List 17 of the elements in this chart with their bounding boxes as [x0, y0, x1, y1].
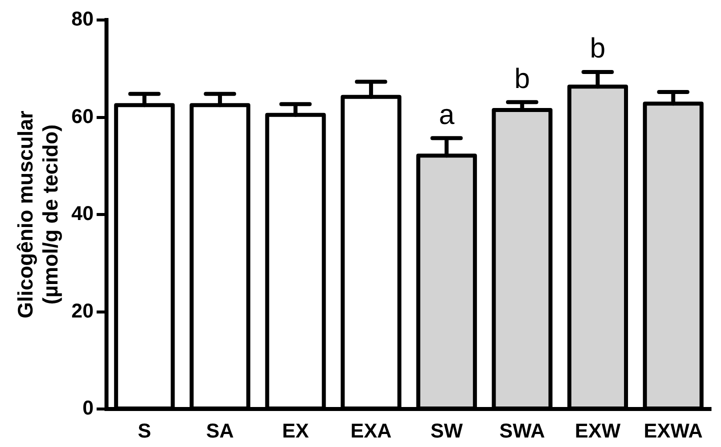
x-tick-label: SWA — [499, 420, 545, 443]
x-tick-label: EXWA — [644, 420, 703, 443]
annotation: b — [514, 62, 530, 94]
y-tick-label: 80 — [71, 8, 94, 31]
y-tick-label: 40 — [71, 203, 94, 226]
annotation: a — [438, 98, 455, 130]
y-tick-label: 20 — [71, 300, 94, 322]
x-tick-label: EXW — [574, 420, 621, 443]
x-tick-label: EXA — [350, 420, 392, 443]
annotation: b — [590, 32, 606, 64]
y-tick-label: 0 — [82, 398, 94, 420]
y-axis-title: Glicogênio muscular (µmol/g de tecido) — [14, 110, 63, 318]
x-tick-label: SW — [430, 420, 463, 443]
x-tick-label: S — [138, 420, 152, 443]
y-tick-label: 60 — [71, 106, 94, 128]
x-tick-label: EX — [282, 420, 310, 443]
x-tick-label: SA — [206, 420, 234, 443]
